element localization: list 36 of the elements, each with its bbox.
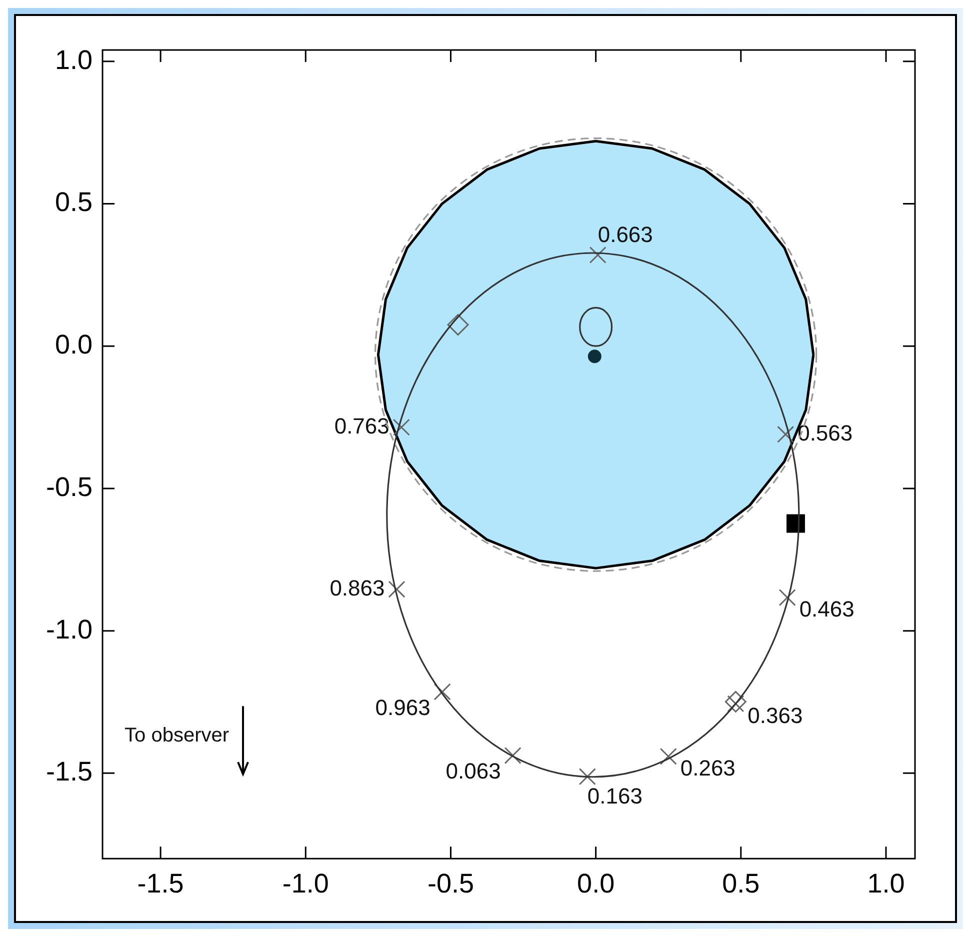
point [589, 246, 606, 264]
y-tick-label: 1.0 [54, 44, 93, 75]
y-tick-label: -1.5 [46, 756, 93, 787]
point [578, 768, 596, 786]
annotation: 0.863 [330, 575, 385, 600]
x-tick-label: -0.5 [427, 868, 474, 898]
annotation: 0.563 [798, 420, 853, 446]
annotation: 0.063 [446, 758, 501, 784]
point [778, 588, 796, 606]
x-tick-label: -1.5 [137, 868, 184, 898]
y-tick-label: 0.5 [54, 187, 93, 218]
x-tick-label: 0.0 [577, 868, 615, 898]
annotation: To observer [124, 724, 230, 747]
point [786, 514, 805, 533]
point [660, 748, 677, 765]
y-tick-label: -1.0 [46, 614, 93, 644]
x-tick-label: 0.5 [722, 868, 760, 898]
point [388, 580, 406, 598]
annotation: 0.963 [375, 694, 430, 720]
point [434, 683, 451, 700]
point [504, 747, 522, 764]
annotation: 0.663 [598, 222, 653, 248]
point [588, 350, 602, 364]
point [392, 418, 410, 436]
x-tick-label: -1.0 [282, 868, 329, 898]
y-tick-label: 0.0 [54, 330, 93, 360]
x-tick-label: 1.0 [867, 868, 905, 898]
point [777, 426, 794, 443]
annotation: 0.763 [334, 413, 390, 438]
y-tick-label: -0.5 [46, 472, 93, 502]
annotation: 0.463 [799, 596, 854, 622]
point [724, 690, 746, 712]
annotation: 0.163 [587, 784, 642, 809]
annotation: 0.363 [748, 702, 803, 728]
point [447, 314, 469, 336]
annotation: 0.263 [680, 755, 736, 780]
